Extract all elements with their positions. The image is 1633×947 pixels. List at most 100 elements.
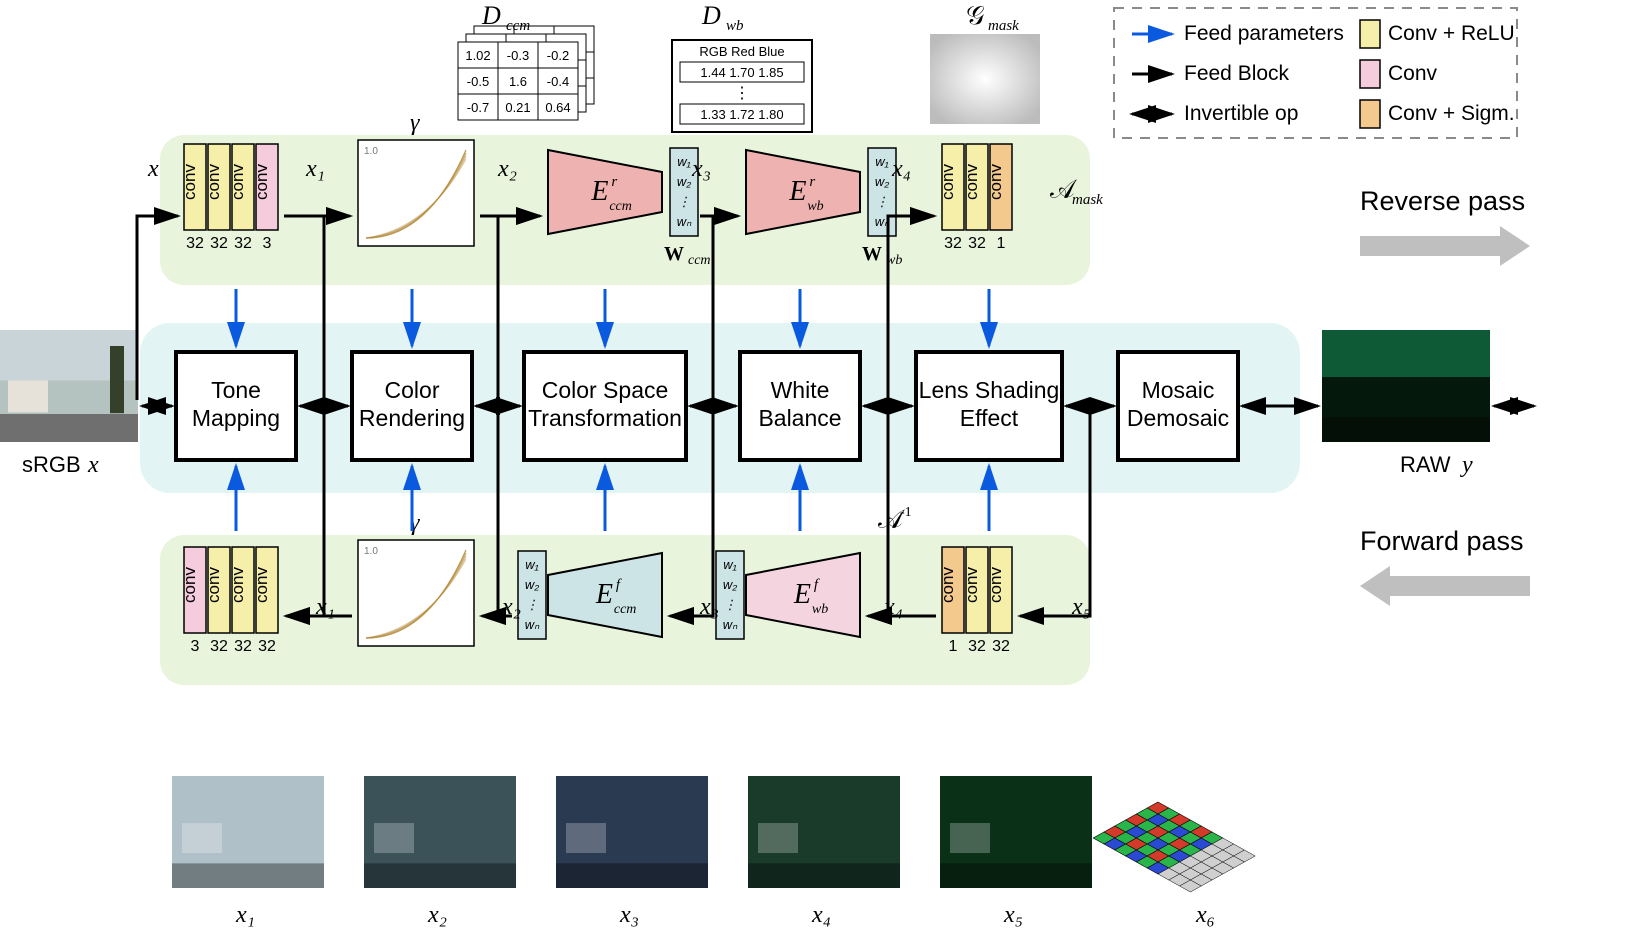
thumb-x₄ <box>748 776 900 888</box>
pass-label: Reverse pass <box>1360 186 1525 216</box>
svg-text:conv: conv <box>986 567 1005 603</box>
gmask-thumbnail <box>930 34 1040 124</box>
pipeline-block-colorRendering: ColorRendering <box>352 352 472 460</box>
svg-text:-1: -1 <box>900 505 912 520</box>
legend-box: Feed parametersConv + ReLUFeed BlockConv… <box>1114 8 1517 138</box>
x-sub-label: x₅ <box>1071 594 1091 620</box>
svg-text:r: r <box>611 174 617 190</box>
svg-text:𝒢: 𝒢 <box>966 1 985 30</box>
raw-label: RAW <box>1400 452 1451 477</box>
svg-text:ccm: ccm <box>609 199 632 214</box>
svg-text:32: 32 <box>234 638 252 655</box>
svg-text:γ: γ <box>410 110 420 136</box>
svg-text:w₁: w₁ <box>525 557 539 572</box>
svg-text:ccm: ccm <box>506 18 530 34</box>
svg-text:Effect: Effect <box>960 405 1019 431</box>
thumb-label: x₆ <box>1195 902 1215 928</box>
svg-text:32: 32 <box>968 235 986 252</box>
svg-text:conv: conv <box>962 567 981 603</box>
svg-text:conv: conv <box>986 164 1005 200</box>
svg-text:White: White <box>771 377 830 403</box>
svg-text:Conv: Conv <box>1388 62 1438 85</box>
x-sub-label: x₁ <box>305 156 325 182</box>
thumb-label: x₄ <box>811 902 831 928</box>
svg-text:conv: conv <box>252 567 271 603</box>
x-var-label: x <box>87 452 99 478</box>
svg-text:Color Space: Color Space <box>542 377 669 403</box>
svg-text:⋮: ⋮ <box>526 597 539 612</box>
svg-text:⋮: ⋮ <box>734 85 750 102</box>
x-sub-label: x₂ <box>501 594 521 620</box>
thumb-label: x₁ <box>235 902 255 928</box>
weights-box-fwd-ccm: w₁ w₂ ⋮ wₙ <box>518 551 546 639</box>
y-var-label: y <box>1460 452 1473 478</box>
svg-text:wₙ: wₙ <box>525 617 540 632</box>
svg-text:conv: conv <box>204 164 223 200</box>
svg-text:1: 1 <box>949 638 958 655</box>
srgb-label: sRGB <box>22 452 81 477</box>
svg-text:E: E <box>793 579 811 610</box>
svg-text:Feed Block: Feed Block <box>1184 62 1290 85</box>
svg-text:w₂: w₂ <box>677 174 691 189</box>
svg-text:conv: conv <box>228 164 247 200</box>
x-sub-label: x₁ <box>315 594 335 620</box>
svg-text:⋮: ⋮ <box>724 597 737 612</box>
thumb-x₃ <box>556 776 708 888</box>
svg-text:-0.7: -0.7 <box>467 100 489 115</box>
svg-text:w₁: w₁ <box>677 154 691 169</box>
svg-text:Balance: Balance <box>758 405 841 431</box>
svg-text:w₁: w₁ <box>723 557 737 572</box>
x-sub-label: x₄ <box>891 156 911 182</box>
svg-text:Transformation: Transformation <box>528 405 682 431</box>
svg-text:wₙ: wₙ <box>677 214 692 229</box>
svg-text:3: 3 <box>191 638 200 655</box>
svg-text:ccm: ccm <box>614 602 637 617</box>
pipeline-block-mosaic: MosaicDemosaic <box>1118 352 1238 460</box>
svg-text:32: 32 <box>210 638 228 655</box>
svg-text:32: 32 <box>992 638 1010 655</box>
svg-text:conv: conv <box>180 164 199 200</box>
svg-text:RGB Red Blue: RGB Red Blue <box>699 44 784 59</box>
svg-text:ccm: ccm <box>688 253 711 268</box>
pipeline-block-lensShading: Lens ShadingEffect <box>916 352 1062 460</box>
svg-text:conv: conv <box>204 567 223 603</box>
pipeline-block-whiteBalance: WhiteBalance <box>740 352 860 460</box>
svg-text:3: 3 <box>263 235 272 252</box>
output-raw-image <box>1322 330 1490 442</box>
svg-text:1.33 1.72 1.80: 1.33 1.72 1.80 <box>700 107 783 122</box>
svg-text:D: D <box>701 1 721 30</box>
svg-text:w₂: w₂ <box>875 174 889 189</box>
svg-text:Mapping: Mapping <box>192 405 280 431</box>
svg-text:w₁: w₁ <box>875 154 889 169</box>
weights-box-fwd-wb: w₁w₂⋮wₙ <box>716 551 744 639</box>
pipeline-block-toneMapping: ToneMapping <box>176 352 296 460</box>
svg-text:-0.5: -0.5 <box>467 74 489 89</box>
svg-text:conv: conv <box>938 164 957 200</box>
svg-text:1.02: 1.02 <box>465 48 490 63</box>
svg-text:D: D <box>481 1 501 30</box>
svg-text:Color: Color <box>385 377 440 403</box>
svg-text:conv: conv <box>252 164 271 200</box>
input-srgb-image <box>0 330 138 442</box>
thumb-x₆ <box>1093 802 1255 892</box>
svg-text:W: W <box>664 243 684 265</box>
svg-text:wₙ: wₙ <box>723 617 738 632</box>
svg-text:conv: conv <box>962 164 981 200</box>
svg-text:Lens Shading: Lens Shading <box>919 377 1060 403</box>
svg-text:32: 32 <box>234 235 252 252</box>
gamma-plot-forward: 1.0 <box>358 540 474 646</box>
svg-text:conv: conv <box>180 567 199 603</box>
svg-text:wb: wb <box>726 18 744 34</box>
svg-text:1.44 1.70 1.85: 1.44 1.70 1.85 <box>700 65 783 80</box>
svg-text:E: E <box>788 176 806 207</box>
svg-text:Rendering: Rendering <box>359 405 465 431</box>
svg-text:w₂: w₂ <box>525 577 539 592</box>
svg-text:Tone: Tone <box>211 377 261 403</box>
x-sub-label: x₃ <box>691 156 711 182</box>
thumb-label: x₅ <box>1003 902 1023 928</box>
svg-text:1.6: 1.6 <box>509 74 527 89</box>
pass-arrow <box>1360 566 1530 606</box>
svg-text:-0.3: -0.3 <box>507 48 529 63</box>
svg-text:wb: wb <box>807 199 823 214</box>
svg-text:32: 32 <box>258 638 276 655</box>
